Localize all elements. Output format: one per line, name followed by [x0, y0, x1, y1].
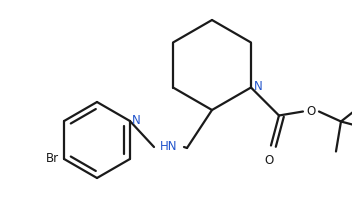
Text: N: N — [132, 114, 141, 126]
Text: Br: Br — [46, 152, 59, 166]
Text: O: O — [306, 105, 316, 118]
Text: HN: HN — [160, 140, 178, 154]
Text: O: O — [264, 154, 274, 166]
Text: N: N — [254, 80, 263, 93]
